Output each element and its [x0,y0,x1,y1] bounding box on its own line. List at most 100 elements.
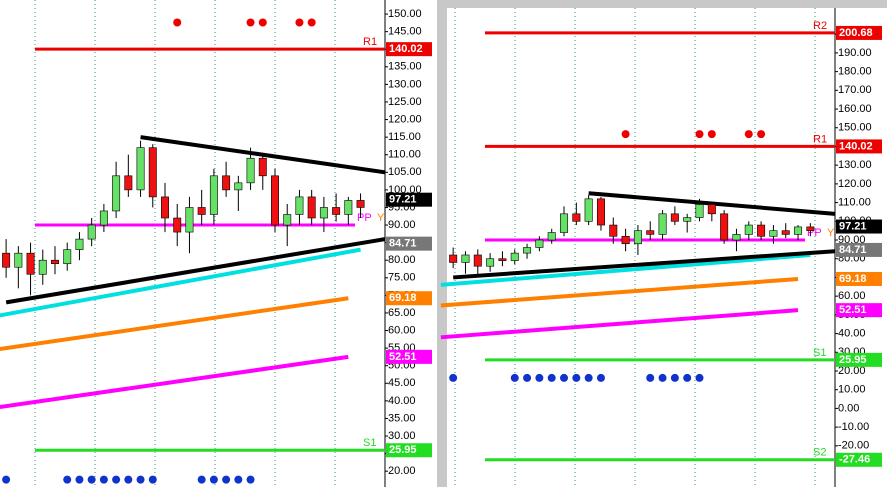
red-dots [757,130,766,139]
y-tick-label: 75.00 [388,272,416,284]
candle-body [99,210,108,226]
blue-dots [547,373,556,382]
y-tick-label: 145.00 [388,26,422,38]
candle-body [2,252,11,268]
price-label: 69.18 [839,273,867,285]
y-tick-label: 190.00 [838,47,872,59]
y-tick-label: 30.00 [388,430,416,442]
blue-dots [99,475,108,484]
red-dots [295,18,304,27]
price-label: 52.51 [839,304,867,316]
candle-body [307,196,316,219]
blue-dots [222,475,231,484]
price-label: 97.21 [839,220,867,232]
price-label: 52.51 [389,351,417,363]
candle-body [596,198,605,226]
candle-body [161,196,169,219]
price-label-box [836,25,882,40]
blue-dots [2,475,11,484]
blue-dots [510,373,519,382]
level-label: R2 [813,20,827,32]
candle-body [621,235,630,245]
level-label: S1 [813,347,826,359]
candle-body [584,198,593,222]
price-label: 84.71 [389,238,417,250]
y-tick-label: 0.00 [838,402,859,414]
red-dots [744,130,753,139]
price-label: 84.71 [839,244,867,256]
red-dots [707,130,716,139]
price-label-box [386,291,432,306]
blue-dots [124,475,133,484]
price-label-box [386,192,432,207]
panel-top-bar [447,0,887,8]
level-label: PP [357,212,372,224]
y-tick-label: -10.00 [838,421,869,433]
candle-body [38,259,47,275]
y-tick-label: 80.00 [388,254,416,266]
blue-dots [87,475,96,484]
price-label-box [836,139,882,154]
red-dots [173,18,182,27]
blue-dots [136,475,145,484]
candle-body [523,247,532,254]
y-tick-label: 170.00 [838,84,872,96]
y-tick-label: 105.00 [388,166,422,178]
candle-body [732,234,741,241]
y-tick-label: 180.00 [838,66,872,78]
price-label-box [386,42,432,57]
indicator-line [5,237,386,305]
price-label: 140.02 [389,43,423,55]
level-label: S2 [813,447,826,459]
y-tick-label: 35.00 [388,412,416,424]
y-tick-label: -20.00 [838,440,869,452]
y-tick-label: 120.00 [388,113,422,125]
candle-body [234,182,243,191]
candle-body [560,213,569,233]
indicator-line [440,252,811,287]
candle-body [769,230,778,237]
blue-dots [596,373,605,382]
blue-dots [560,373,569,382]
candle-body [148,147,157,198]
candle-body [26,252,35,275]
price-label: 200.68 [839,27,873,39]
y-tick-label: 110.00 [388,149,421,161]
blue-dots [112,475,121,484]
price-label-box [836,242,882,257]
level-annotation: Y [827,227,835,239]
price-label-box [836,303,882,318]
candle-body [572,213,581,222]
candle-body [535,239,544,248]
price-label-box [386,349,432,364]
price-label-box [836,219,882,234]
panel-divider [437,0,447,487]
red-dots [258,18,267,27]
candle-body [646,230,655,235]
level-annotation: Y [377,212,385,224]
blue-dots [584,373,593,382]
candle-body [707,204,716,215]
candle-body [136,147,145,191]
y-tick-label: 130.00 [388,78,422,90]
candle-body [295,196,304,215]
y-tick-label: 10.00 [838,384,866,396]
blue-dots [449,373,458,382]
candle-body [695,204,704,218]
candle-body [124,175,133,191]
candle-body [781,230,790,235]
indicator-line [440,276,799,308]
candle-body [246,157,255,184]
candle-body [461,254,470,263]
candle-body [63,249,72,265]
indicator-line [453,249,836,280]
price-label: -27.46 [839,454,870,466]
y-tick-label: 115.00 [388,131,421,143]
candle-body [332,207,341,215]
y-tick-label: 135.00 [388,61,422,73]
blue-dots [670,373,679,382]
candle-body [547,232,556,241]
y-tick-label: 45.00 [388,377,416,389]
candle-body [271,175,279,226]
blue-dots [535,373,544,382]
